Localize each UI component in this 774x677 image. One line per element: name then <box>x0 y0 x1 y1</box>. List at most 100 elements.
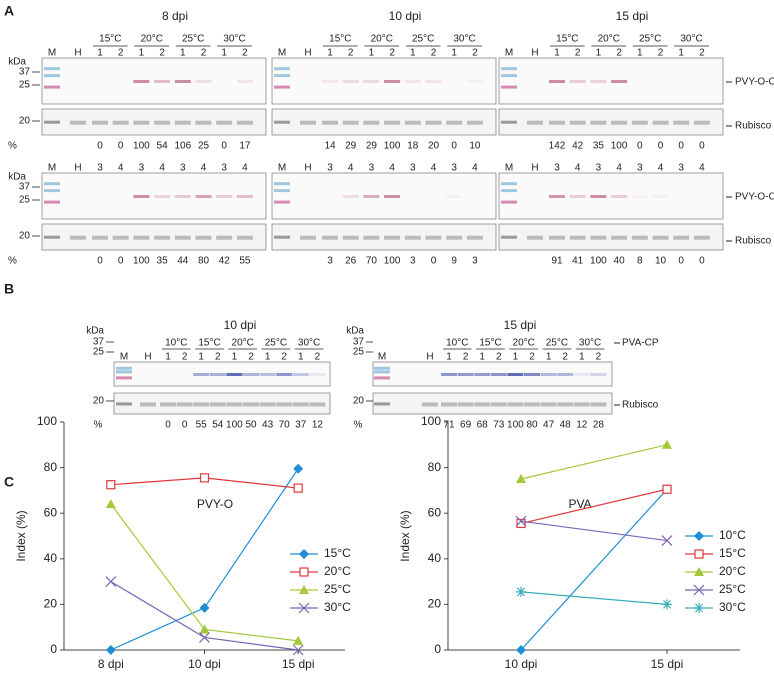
ladder-band <box>501 67 517 71</box>
lane-label: 4 <box>431 163 437 174</box>
protein-band <box>133 195 150 198</box>
percent-value: 70 <box>366 256 378 267</box>
blot-title: 15 dpi <box>504 318 537 332</box>
size-marker: 25 <box>19 80 31 91</box>
temperature-label: 30°C <box>579 338 601 349</box>
protein-band <box>466 80 483 83</box>
temperature-label: 20°C <box>513 338 535 349</box>
protein-band <box>384 195 401 198</box>
lane-label: 1 <box>410 48 416 59</box>
rubisco-band <box>631 120 648 125</box>
rubisco-band <box>590 120 607 125</box>
lane-label: 2 <box>248 352 254 363</box>
legend-label: 30°C <box>719 600 746 614</box>
rubisco-band <box>446 235 463 240</box>
lane-label: 1 <box>97 48 103 59</box>
percent-value: 0 <box>699 141 705 152</box>
rubisco-label: Rubisco <box>735 121 772 132</box>
rubisco-band <box>236 120 253 125</box>
temperature-label: 15°C <box>329 34 351 45</box>
temperature-label: 25°C <box>546 338 568 349</box>
lane-label: M <box>48 163 56 174</box>
percent-value: 100 <box>384 256 401 267</box>
percent-value: 142 <box>549 141 566 152</box>
lane-label: 4 <box>472 163 478 174</box>
lane-label: 2 <box>159 48 165 59</box>
data-line <box>520 520 668 542</box>
protein-band <box>342 80 359 83</box>
lane-label: 1 <box>221 48 227 59</box>
percent-value: 42 <box>219 256 231 267</box>
rubisco-band <box>140 402 156 407</box>
data-point <box>661 535 673 546</box>
rubisco-band <box>384 235 401 240</box>
legend-label: 10°C <box>719 528 746 542</box>
protein-band <box>611 195 628 198</box>
data-point <box>199 624 210 634</box>
rubisco-band <box>309 402 326 407</box>
rubisco-band <box>457 402 474 407</box>
lane-label: 1 <box>513 352 519 363</box>
data-line <box>110 503 299 642</box>
ladder-band <box>116 366 132 370</box>
protein-band <box>441 373 457 376</box>
lane-label: 4 <box>348 163 354 174</box>
protein-band <box>549 80 565 83</box>
data-point <box>662 439 672 449</box>
data-point <box>199 632 210 643</box>
percent-value: 80 <box>198 256 210 267</box>
rubisco-band <box>573 402 590 407</box>
data-point <box>293 463 304 474</box>
lane-label: 2 <box>431 48 437 59</box>
percent-value: 48 <box>560 420 572 431</box>
rubisco-band <box>446 120 463 125</box>
rubisco-band <box>693 235 710 240</box>
percent-value: 41 <box>572 256 584 267</box>
x-tick-label: 10 dpi <box>505 657 538 671</box>
y-axis-label: Index (%) <box>14 510 28 561</box>
data-line <box>520 591 668 605</box>
rubisco-band <box>276 402 293 407</box>
percent-value: 70 <box>279 420 291 431</box>
rubisco-band <box>611 120 628 125</box>
blot-box <box>498 57 724 105</box>
ladder-band <box>116 370 132 374</box>
protein-band <box>154 80 171 83</box>
percent-value: 3 <box>327 256 333 267</box>
legend-marker <box>298 602 310 614</box>
ladder-band <box>44 120 60 124</box>
lane-label: 4 <box>575 163 581 174</box>
protein-band <box>363 195 380 198</box>
ladder-band <box>501 235 517 239</box>
ladder-band <box>274 235 290 239</box>
percent-value: 100 <box>226 420 243 431</box>
data-point <box>293 483 303 493</box>
lane-label: 2 <box>496 352 502 363</box>
lane-label: 2 <box>463 352 469 363</box>
percent-value: 14 <box>324 141 336 152</box>
ladder-band <box>501 200 517 204</box>
protein-band <box>426 195 442 198</box>
percent-value: 0 <box>658 141 664 152</box>
percent-value: 0 <box>118 256 124 267</box>
rubisco-band <box>195 235 212 240</box>
lane-label: M <box>505 48 513 59</box>
percent-value: 18 <box>407 141 419 152</box>
ladder-band <box>274 74 290 78</box>
kda-label: kDa <box>8 172 26 183</box>
lane-label: 3 <box>369 163 375 174</box>
percent-value: 68 <box>477 420 489 431</box>
percent-value: 0 <box>97 141 103 152</box>
protein-band <box>216 80 232 83</box>
protein-band <box>133 80 150 83</box>
rubisco-band <box>425 120 442 125</box>
percent-value: 8 <box>637 256 643 267</box>
rubisco-band <box>524 402 540 407</box>
y-tick-label: 100 <box>421 414 441 428</box>
size-marker: 25 <box>93 347 105 358</box>
data-point <box>515 515 527 527</box>
ladder-band <box>374 376 390 380</box>
rubisco-band <box>404 235 421 240</box>
size-marker: 25 <box>353 347 365 358</box>
rubisco-band <box>193 402 210 407</box>
